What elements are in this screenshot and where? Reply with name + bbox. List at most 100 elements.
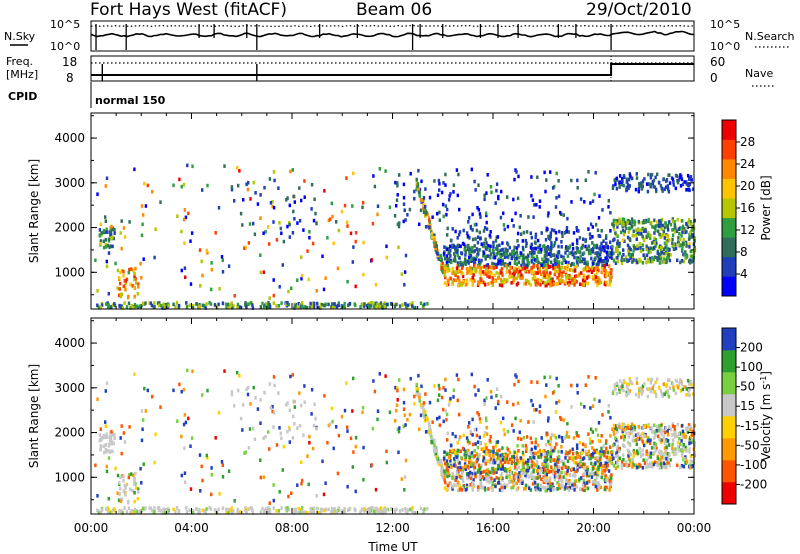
velocity-cell bbox=[508, 457, 511, 462]
power-cell bbox=[653, 236, 656, 241]
velocity-cell bbox=[444, 409, 448, 413]
power-cell bbox=[123, 301, 126, 305]
velocity-cell bbox=[560, 466, 564, 470]
velocity-cell bbox=[609, 415, 612, 420]
velocity-cell bbox=[123, 440, 127, 444]
velocity-cell bbox=[233, 404, 236, 408]
colorbar-swatch bbox=[722, 276, 736, 297]
power-cell bbox=[674, 225, 677, 230]
power-cell bbox=[575, 251, 578, 255]
power-cell bbox=[327, 218, 330, 223]
power-cell bbox=[653, 241, 656, 245]
power-cell bbox=[497, 272, 501, 276]
velocity-cell bbox=[457, 377, 460, 382]
power-cell bbox=[164, 305, 167, 310]
power-cell bbox=[671, 217, 674, 221]
power-cell bbox=[691, 259, 694, 263]
power-cell bbox=[492, 262, 496, 267]
power-cell bbox=[123, 278, 126, 283]
velocity-cell bbox=[414, 511, 417, 515]
velocity-cell bbox=[441, 475, 445, 480]
velocity-cell bbox=[647, 451, 650, 456]
velocity-cell bbox=[608, 455, 611, 460]
power-cell bbox=[621, 228, 625, 233]
power-cell bbox=[444, 275, 447, 280]
velocity-cell bbox=[575, 456, 578, 460]
velocity-cell bbox=[248, 427, 252, 431]
velocity-cell bbox=[268, 501, 271, 505]
velocity-cell bbox=[599, 452, 602, 457]
velocity-cell bbox=[110, 429, 113, 434]
power-cell bbox=[203, 304, 207, 308]
velocity-cell bbox=[99, 446, 103, 451]
power-cell bbox=[557, 274, 561, 278]
velocity-cell bbox=[351, 409, 354, 413]
power-cell bbox=[245, 182, 248, 187]
velocity-cell bbox=[691, 392, 695, 396]
power-cell bbox=[596, 251, 599, 255]
velocity-cell bbox=[397, 429, 401, 434]
power-cell bbox=[113, 231, 116, 235]
velocity-cell bbox=[502, 416, 505, 421]
power-cell bbox=[464, 283, 467, 287]
power-cell bbox=[679, 237, 682, 242]
velocity-cell bbox=[446, 474, 449, 479]
velocity-cell bbox=[458, 412, 461, 417]
power-cell bbox=[579, 254, 582, 259]
velocity-cell bbox=[543, 375, 546, 380]
velocity-cell bbox=[658, 437, 661, 442]
velocity-cell bbox=[372, 379, 375, 383]
power-cell bbox=[485, 191, 488, 195]
velocity-cell bbox=[448, 399, 451, 403]
power-cell bbox=[242, 198, 245, 202]
power-cell bbox=[592, 274, 595, 279]
velocity-cell bbox=[127, 506, 131, 511]
power-cell bbox=[599, 280, 603, 285]
velocity-cell bbox=[530, 447, 533, 452]
power-cell bbox=[457, 276, 460, 280]
velocity-cell bbox=[500, 488, 504, 493]
power-cell bbox=[657, 223, 661, 227]
velocity-cell bbox=[672, 448, 675, 452]
power-cell bbox=[645, 247, 648, 252]
power-cell bbox=[635, 172, 638, 176]
velocity-cell bbox=[127, 475, 130, 480]
power-cell bbox=[110, 305, 113, 309]
power-cell bbox=[403, 283, 406, 287]
power-cell bbox=[521, 276, 524, 280]
power-cell bbox=[140, 233, 144, 238]
velocity-cell bbox=[529, 451, 533, 455]
velocity-cell bbox=[590, 461, 593, 466]
velocity-cell bbox=[451, 432, 454, 436]
power-cell bbox=[252, 221, 255, 226]
power-cell bbox=[605, 256, 609, 261]
velocity-cell bbox=[622, 388, 625, 393]
power-cell bbox=[472, 249, 475, 254]
velocity-cell bbox=[303, 384, 306, 388]
power-cell bbox=[383, 304, 386, 309]
power-cell bbox=[481, 265, 484, 270]
velocity-cell bbox=[473, 428, 477, 432]
power-cell bbox=[659, 221, 662, 226]
power-cell bbox=[635, 258, 638, 263]
power-cell bbox=[667, 187, 670, 191]
velocity-cell bbox=[665, 445, 668, 450]
power-cell bbox=[648, 259, 652, 264]
power-cell bbox=[628, 177, 631, 182]
power-cell bbox=[352, 245, 355, 249]
velocity-cell bbox=[152, 510, 155, 514]
velocity-cell bbox=[517, 475, 520, 479]
velocity-cell bbox=[442, 456, 446, 461]
power-cell bbox=[453, 270, 456, 274]
power-cell bbox=[517, 260, 521, 265]
velocity-cell bbox=[316, 510, 320, 515]
velocity-cell bbox=[460, 488, 464, 492]
power-cell bbox=[428, 195, 432, 200]
power-cell bbox=[553, 228, 556, 233]
velocity-cell bbox=[636, 433, 640, 437]
velocity-cell bbox=[96, 494, 99, 498]
power-cell bbox=[549, 254, 552, 258]
power-cell bbox=[662, 251, 666, 256]
power-cell bbox=[118, 303, 121, 308]
velocity-cell bbox=[680, 448, 683, 452]
